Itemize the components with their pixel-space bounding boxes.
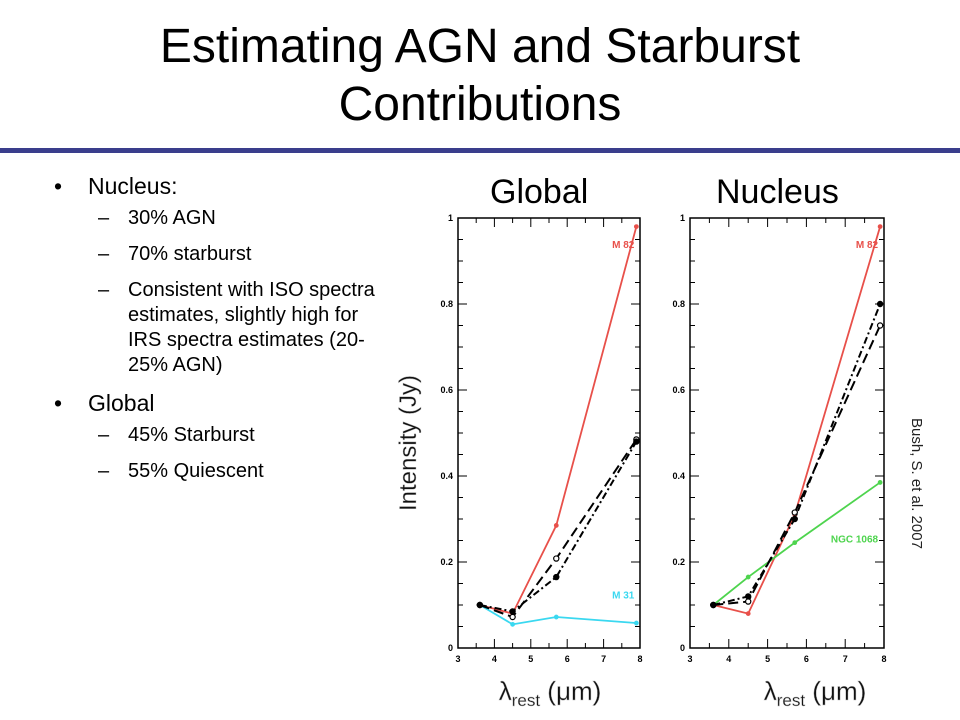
nucleus-series-m-82-point bbox=[877, 224, 883, 230]
nucleus-series-ngc-1068-point bbox=[745, 574, 751, 580]
global-series-dashdot-point bbox=[553, 573, 560, 581]
dash-marker: – bbox=[98, 460, 110, 482]
global-y-tick-label: 0.8 bbox=[440, 299, 453, 309]
global-y-axis-label: Intensity (Jy) bbox=[395, 375, 422, 511]
title-divider bbox=[0, 148, 960, 153]
nucleus-y-tick-label: 0.4 bbox=[672, 471, 685, 481]
nucleus-plot-frame bbox=[689, 217, 885, 649]
nucleus-series-dash-line bbox=[713, 325, 882, 606]
bullet-global: Global bbox=[54, 389, 384, 417]
nucleus-series-m-82-label: M 82 bbox=[856, 240, 879, 251]
dash-marker: – bbox=[98, 207, 110, 229]
nucleus-series-dashdot-line bbox=[713, 303, 882, 606]
global-series-m-82-label: M 82 bbox=[612, 240, 635, 251]
global-series-dashdot-point bbox=[476, 601, 484, 609]
global-x-tick-label: 5 bbox=[528, 654, 533, 664]
nucleus-x-tick-label: 8 bbox=[881, 654, 886, 664]
global-series-m-82-point bbox=[633, 224, 639, 230]
nucleus-series-dashdot-point bbox=[876, 300, 884, 308]
bullet-text: Consistent with ISO spectra estimates, s… bbox=[128, 279, 375, 376]
nucleus-y-tick-label: 0.6 bbox=[672, 385, 685, 395]
global-series-m-31-point bbox=[510, 621, 515, 627]
global-series-m-31-label: M 31 bbox=[612, 591, 635, 602]
bullet-list: Nucleus: –30% AGN –70% starburst –Consis… bbox=[54, 172, 384, 495]
global-y-tick-label: 1 bbox=[448, 213, 453, 223]
nucleus-y-tick-label: 0.2 bbox=[672, 557, 685, 567]
bullet-text: 70% starburst bbox=[128, 243, 252, 265]
nucleus-x-tick-label: 5 bbox=[765, 654, 770, 664]
global-series-dash-point bbox=[553, 555, 560, 562]
global-x-tick-label: 4 bbox=[492, 654, 497, 664]
nucleus-x-tick-label: 7 bbox=[843, 654, 848, 664]
global-series-dashdot-point bbox=[509, 608, 516, 615]
nucleus-y-tick-label: 1 bbox=[680, 213, 685, 223]
slide-title-line2: Contributions bbox=[338, 78, 622, 131]
nucleus-series-dashdot-point bbox=[710, 601, 717, 609]
nucleus-series-ngc-1068-point bbox=[792, 540, 798, 546]
global-x-tick-label: 8 bbox=[637, 654, 642, 664]
global-series-m-82-line bbox=[479, 226, 638, 615]
nucleus-series-ngc-1068-line bbox=[712, 481, 881, 606]
bullet-text: 55% Quiescent bbox=[128, 460, 264, 482]
dash-marker: – bbox=[98, 279, 110, 301]
global-series-dashdot-line bbox=[479, 441, 638, 613]
nucleus-series-dashdot-point bbox=[745, 593, 752, 600]
global-y-tick-label: 0.2 bbox=[440, 557, 453, 567]
nucleus-x-tick-label: 4 bbox=[726, 654, 731, 664]
global-series-m-31-point bbox=[633, 620, 639, 626]
global-y-tick-label: 0.6 bbox=[440, 385, 453, 395]
bullet-nucleus-consistency: – Consistent with ISO spectra estimates, … bbox=[54, 278, 384, 378]
nucleus-panel-title: Nucleus bbox=[716, 173, 839, 211]
bullet-nucleus-starburst: –70% starburst bbox=[54, 242, 384, 267]
nucleus-series-m-82-line bbox=[713, 226, 881, 615]
nucleus-x-tick-label: 3 bbox=[687, 654, 692, 664]
global-x-tick-label: 6 bbox=[565, 654, 570, 664]
nucleus-series-ngc-1068-label: NGC 1068 bbox=[831, 535, 879, 546]
bullet-nucleus-agn: –30% AGN bbox=[54, 206, 384, 231]
global-x-tick-label: 3 bbox=[455, 654, 460, 664]
dash-marker: – bbox=[98, 424, 110, 446]
nucleus-series-m-82-point bbox=[745, 611, 751, 616]
global-panel-title: Global bbox=[490, 173, 589, 211]
nucleus-series-ngc-1068-point bbox=[877, 480, 883, 485]
global-series-dash-line bbox=[479, 438, 638, 619]
global-series-m-31-point bbox=[553, 614, 559, 620]
nucleus-series-dash-point bbox=[876, 322, 884, 329]
global-x-tick-label: 7 bbox=[601, 654, 606, 664]
global-y-tick-label: 0 bbox=[448, 643, 453, 653]
slide-title: Estimating AGN and Starburst Contributio… bbox=[0, 18, 960, 134]
bullet-global-starburst: –45% Starburst bbox=[54, 423, 384, 448]
nucleus-x-tick-label: 6 bbox=[804, 654, 809, 664]
global-series-m-82-point bbox=[553, 523, 559, 528]
citation: Bush, S. et al. 2007 bbox=[908, 418, 925, 549]
nucleus-y-tick-label: 0 bbox=[680, 643, 685, 653]
nucleus-series-dashdot-point bbox=[791, 515, 798, 523]
global-y-tick-label: 0.4 bbox=[440, 471, 453, 481]
bullet-text: 45% Starburst bbox=[128, 424, 255, 446]
bullet-global-quiescent: –55% Quiescent bbox=[54, 459, 384, 484]
slide-title-line1: Estimating AGN and Starburst bbox=[159, 20, 801, 73]
bullet-text: 30% AGN bbox=[128, 207, 216, 229]
nucleus-x-axis-label: λrest (μm) bbox=[764, 676, 867, 710]
nucleus-y-tick-label: 0.8 bbox=[672, 299, 685, 309]
dash-marker: – bbox=[98, 243, 110, 265]
global-series-m-31-line bbox=[479, 604, 637, 626]
global-x-axis-label: λrest (μm) bbox=[499, 676, 602, 710]
global-series-dash-point bbox=[509, 613, 516, 621]
global-series-dashdot-point bbox=[633, 438, 640, 445]
nucleus-series-dash-point bbox=[745, 598, 752, 605]
bullet-nucleus: Nucleus: bbox=[54, 172, 384, 200]
